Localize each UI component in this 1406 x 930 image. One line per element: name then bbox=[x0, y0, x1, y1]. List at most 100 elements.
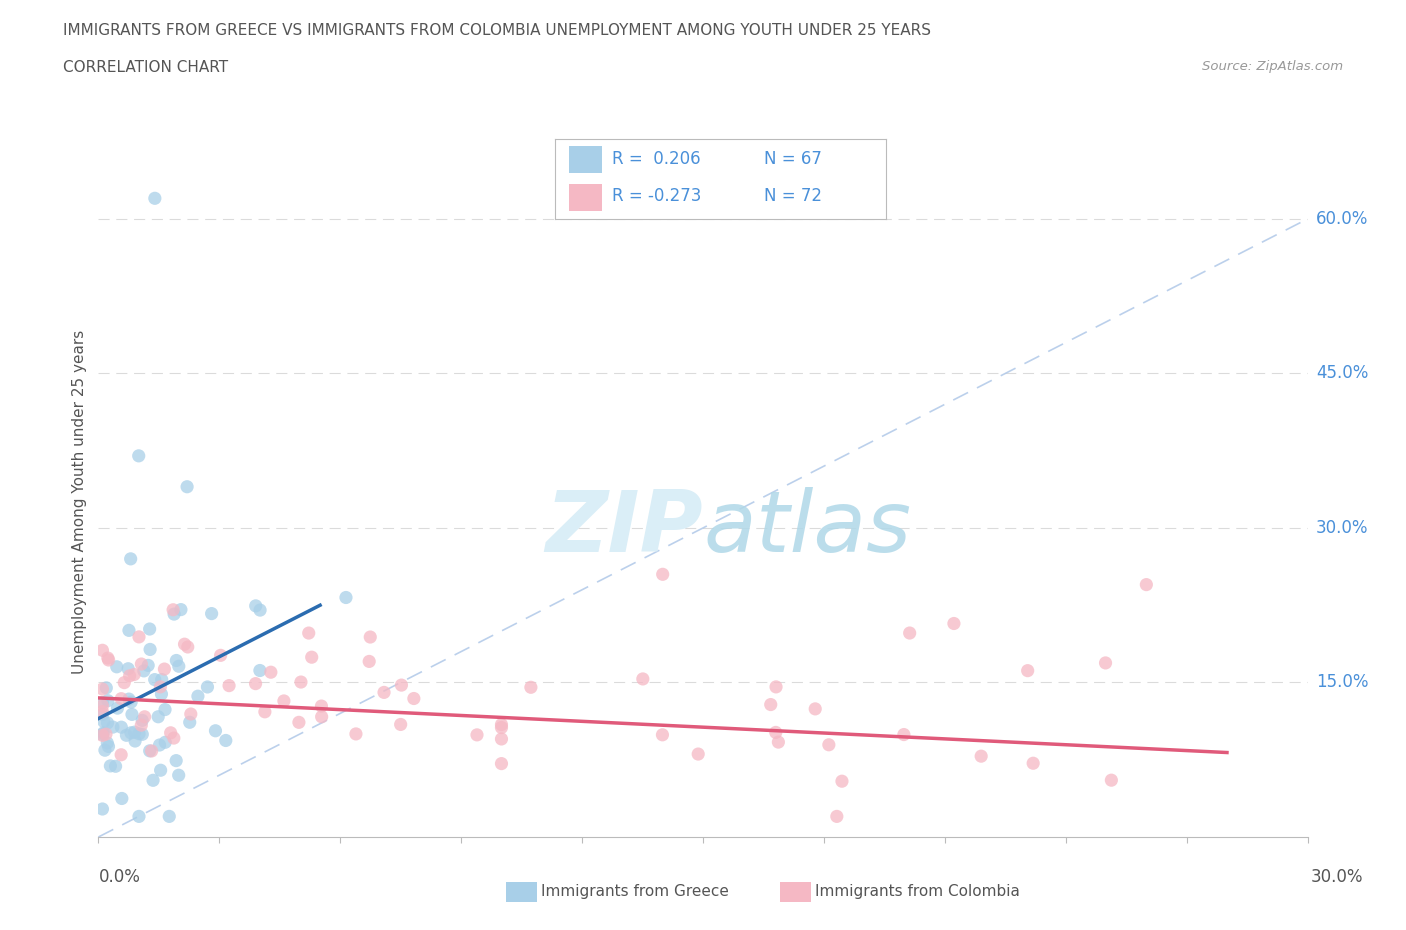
Point bbox=[298, 626, 321, 641]
Point bbox=[290, 674, 312, 689]
Point bbox=[139, 642, 162, 657]
Point bbox=[97, 739, 120, 754]
Point bbox=[118, 669, 141, 684]
Point bbox=[148, 737, 170, 752]
Point bbox=[91, 682, 114, 697]
Point bbox=[631, 671, 654, 686]
Point bbox=[142, 773, 165, 788]
Point bbox=[818, 737, 841, 752]
Point bbox=[249, 603, 271, 618]
Point bbox=[1099, 773, 1122, 788]
Point bbox=[93, 714, 115, 729]
Point bbox=[128, 630, 150, 644]
Point bbox=[170, 602, 193, 617]
Text: 30.0%: 30.0% bbox=[1310, 868, 1364, 885]
Point bbox=[179, 715, 201, 730]
Point bbox=[91, 698, 114, 713]
Point bbox=[1135, 578, 1157, 592]
Point bbox=[128, 726, 150, 741]
Text: IMMIGRANTS FROM GREECE VS IMMIGRANTS FROM COLOMBIA UNEMPLOYMENT AMONG YOUTH UNDE: IMMIGRANTS FROM GREECE VS IMMIGRANTS FRO… bbox=[63, 23, 931, 38]
Point bbox=[104, 759, 127, 774]
Point bbox=[201, 606, 224, 621]
Point bbox=[105, 659, 128, 674]
Point bbox=[91, 704, 114, 719]
Point bbox=[131, 718, 153, 733]
Point bbox=[311, 710, 333, 724]
Point bbox=[825, 809, 848, 824]
Point bbox=[491, 720, 513, 735]
Point bbox=[162, 603, 184, 618]
Point bbox=[97, 651, 120, 666]
Point bbox=[253, 704, 276, 719]
Point bbox=[491, 756, 513, 771]
Point bbox=[180, 707, 202, 722]
Point bbox=[96, 681, 118, 696]
Point bbox=[120, 725, 142, 740]
Point bbox=[898, 626, 921, 641]
Bar bbox=[568, 184, 602, 211]
Point bbox=[91, 727, 114, 742]
Point bbox=[117, 661, 139, 676]
Y-axis label: Unemployment Among Youth under 25 years: Unemployment Among Youth under 25 years bbox=[72, 330, 87, 674]
Point bbox=[148, 710, 170, 724]
Point bbox=[167, 768, 190, 783]
Point bbox=[91, 707, 114, 722]
Text: 15.0%: 15.0% bbox=[1316, 673, 1368, 692]
Point bbox=[94, 726, 117, 741]
Point bbox=[465, 727, 488, 742]
Point bbox=[115, 728, 138, 743]
Point bbox=[288, 715, 311, 730]
Point bbox=[150, 686, 173, 701]
Point bbox=[124, 724, 146, 739]
Point bbox=[215, 733, 238, 748]
Point bbox=[91, 696, 114, 711]
Point bbox=[153, 661, 176, 676]
Point bbox=[124, 734, 146, 749]
Point bbox=[143, 672, 166, 687]
Point bbox=[112, 675, 135, 690]
Text: Source: ZipAtlas.com: Source: ZipAtlas.com bbox=[1202, 60, 1343, 73]
Point bbox=[197, 680, 219, 695]
Point bbox=[157, 809, 180, 824]
Point bbox=[173, 637, 195, 652]
Point bbox=[153, 702, 176, 717]
Point bbox=[131, 713, 153, 728]
Point bbox=[155, 735, 177, 750]
Point bbox=[101, 720, 124, 735]
Point bbox=[245, 676, 267, 691]
Point bbox=[149, 680, 172, 695]
Point bbox=[391, 678, 413, 693]
Point bbox=[138, 743, 160, 758]
Point bbox=[110, 691, 132, 706]
Point bbox=[359, 630, 381, 644]
Text: atlas: atlas bbox=[703, 487, 911, 570]
Point bbox=[204, 724, 226, 738]
Text: 0.0%: 0.0% bbox=[98, 868, 141, 885]
Point bbox=[118, 692, 141, 707]
Point bbox=[373, 685, 395, 700]
Point bbox=[359, 654, 381, 669]
Point bbox=[100, 759, 122, 774]
Point bbox=[131, 727, 153, 742]
Point bbox=[163, 606, 186, 621]
Point bbox=[765, 725, 787, 740]
Point bbox=[176, 479, 198, 494]
Point bbox=[96, 715, 118, 730]
Point bbox=[120, 695, 142, 710]
Text: CORRELATION CHART: CORRELATION CHART bbox=[63, 60, 228, 75]
Point bbox=[96, 736, 118, 751]
Point bbox=[110, 720, 132, 735]
Point bbox=[159, 725, 181, 740]
Point bbox=[143, 191, 166, 206]
Point bbox=[91, 725, 114, 740]
Point bbox=[218, 678, 240, 693]
Point bbox=[942, 616, 965, 631]
Point bbox=[1022, 756, 1045, 771]
Text: 30.0%: 30.0% bbox=[1316, 519, 1368, 537]
Point bbox=[765, 680, 787, 695]
Point bbox=[893, 727, 915, 742]
Point bbox=[1094, 656, 1116, 671]
Point bbox=[118, 623, 141, 638]
Point bbox=[804, 701, 827, 716]
Point bbox=[97, 653, 120, 668]
